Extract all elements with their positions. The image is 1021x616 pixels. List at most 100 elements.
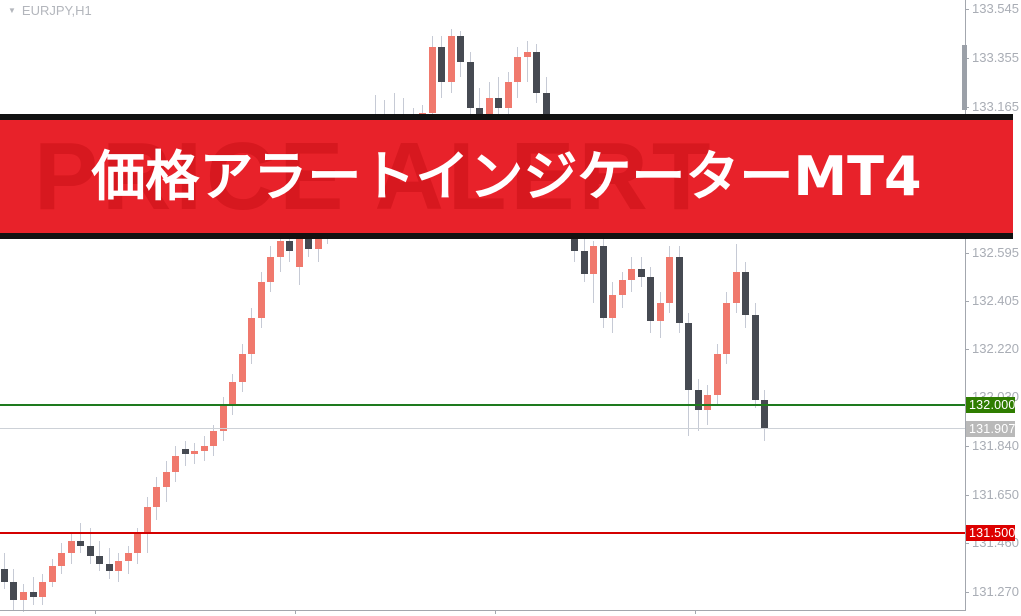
price-alert-lower-line bbox=[0, 532, 965, 534]
current-bid-badge: 131.907 bbox=[966, 421, 1015, 437]
time-axis-line bbox=[0, 610, 966, 611]
candle-wick bbox=[109, 548, 110, 579]
candle-body bbox=[429, 47, 436, 113]
price-alert-upper-badge: 132.000 bbox=[966, 397, 1015, 413]
current-bid-line bbox=[0, 428, 965, 429]
candle-body bbox=[448, 36, 455, 82]
candle-body bbox=[505, 82, 512, 108]
candle-body bbox=[695, 390, 702, 410]
candle-body bbox=[296, 233, 303, 267]
candle-body bbox=[657, 303, 664, 321]
candle-wick bbox=[498, 77, 499, 118]
candle-body bbox=[210, 431, 217, 446]
candle-wick bbox=[33, 577, 34, 605]
candle-body bbox=[153, 487, 160, 507]
candle-body bbox=[590, 246, 597, 274]
candle-body bbox=[1, 569, 8, 582]
price-tick bbox=[965, 592, 969, 593]
price-tick bbox=[965, 301, 969, 302]
symbol-timeframe-label[interactable]: ▼ EURJPY,H1 bbox=[8, 3, 92, 18]
candle-body bbox=[742, 272, 749, 315]
candle-body bbox=[457, 36, 464, 62]
candle-body bbox=[201, 446, 208, 451]
candle-body bbox=[106, 564, 113, 571]
candle-body bbox=[752, 315, 759, 400]
candle-body bbox=[619, 280, 626, 295]
time-tick bbox=[695, 610, 696, 614]
price-tick bbox=[965, 9, 969, 10]
symbol-text: EURJPY,H1 bbox=[21, 3, 92, 18]
candle-body bbox=[723, 303, 730, 354]
price-tick-label: 133.545 bbox=[972, 1, 1019, 16]
time-tick bbox=[495, 610, 496, 614]
banner-watermark-text: PRICE ALERT bbox=[34, 122, 715, 230]
candle-body bbox=[628, 269, 635, 280]
candle-wick bbox=[527, 41, 528, 82]
candle-body bbox=[581, 251, 588, 274]
candle-body bbox=[676, 257, 683, 323]
candle-body bbox=[68, 541, 75, 553]
candle-body bbox=[438, 47, 445, 82]
candle-body bbox=[220, 405, 227, 431]
time-tick bbox=[295, 610, 296, 614]
candle-body bbox=[733, 272, 740, 303]
price-tick-label: 131.270 bbox=[972, 584, 1019, 599]
price-tick bbox=[965, 349, 969, 350]
candle-body bbox=[115, 561, 122, 571]
candle-body bbox=[125, 553, 132, 561]
candle-body bbox=[49, 566, 56, 582]
candle-body bbox=[543, 93, 550, 134]
candle-body bbox=[87, 546, 94, 556]
dropdown-arrow-icon: ▼ bbox=[8, 6, 16, 15]
time-tick bbox=[95, 610, 96, 614]
candle-body bbox=[20, 592, 27, 600]
candle-body bbox=[600, 246, 607, 318]
candle-body bbox=[163, 472, 170, 487]
price-tick-label: 132.595 bbox=[972, 245, 1019, 260]
candle-body bbox=[58, 553, 65, 566]
candle-body bbox=[30, 592, 37, 597]
candle-body bbox=[704, 395, 711, 410]
price-tick bbox=[965, 107, 969, 108]
axis-scrollbar-thumb[interactable] bbox=[962, 45, 967, 110]
candle-body bbox=[533, 52, 540, 93]
banner-title: 価格アラートインジケーターMT4 bbox=[91, 145, 922, 208]
price-tick-label: 131.650 bbox=[972, 487, 1019, 502]
candle-body bbox=[315, 233, 322, 249]
candle-body bbox=[714, 354, 721, 395]
candle-body bbox=[476, 108, 483, 118]
candle-body bbox=[10, 582, 17, 600]
candle-wick bbox=[80, 523, 81, 553]
candle-body bbox=[239, 354, 246, 382]
candle-body bbox=[486, 98, 493, 118]
candle-body bbox=[638, 269, 645, 277]
candle-body bbox=[647, 277, 654, 321]
candle-body bbox=[267, 257, 274, 282]
candle-body bbox=[144, 507, 151, 533]
price-tick-label: 132.405 bbox=[972, 293, 1019, 308]
price-alert-upper-line bbox=[0, 404, 965, 406]
candle-body bbox=[134, 533, 141, 553]
candle-body bbox=[229, 382, 236, 405]
price-tick-label: 132.220 bbox=[972, 341, 1019, 356]
price-tick bbox=[965, 253, 969, 254]
candle-body bbox=[248, 318, 255, 354]
price-tick-label: 131.840 bbox=[972, 438, 1019, 453]
promo-banner: PRICE ALERT 価格アラートインジケーターMT4 bbox=[0, 114, 1013, 239]
price-tick-label: 133.355 bbox=[972, 50, 1019, 65]
price-tick bbox=[965, 446, 969, 447]
candle-body bbox=[514, 57, 521, 82]
candle-body bbox=[39, 582, 46, 597]
candle-body bbox=[96, 556, 103, 564]
candle-body bbox=[277, 241, 284, 257]
candle-body bbox=[609, 295, 616, 318]
price-tick bbox=[965, 543, 969, 544]
price-tick bbox=[965, 495, 969, 496]
candle-body bbox=[258, 282, 265, 318]
candle-body bbox=[182, 449, 189, 454]
candle-body bbox=[172, 456, 179, 472]
candle-body bbox=[524, 52, 531, 57]
candle-body bbox=[495, 98, 502, 108]
